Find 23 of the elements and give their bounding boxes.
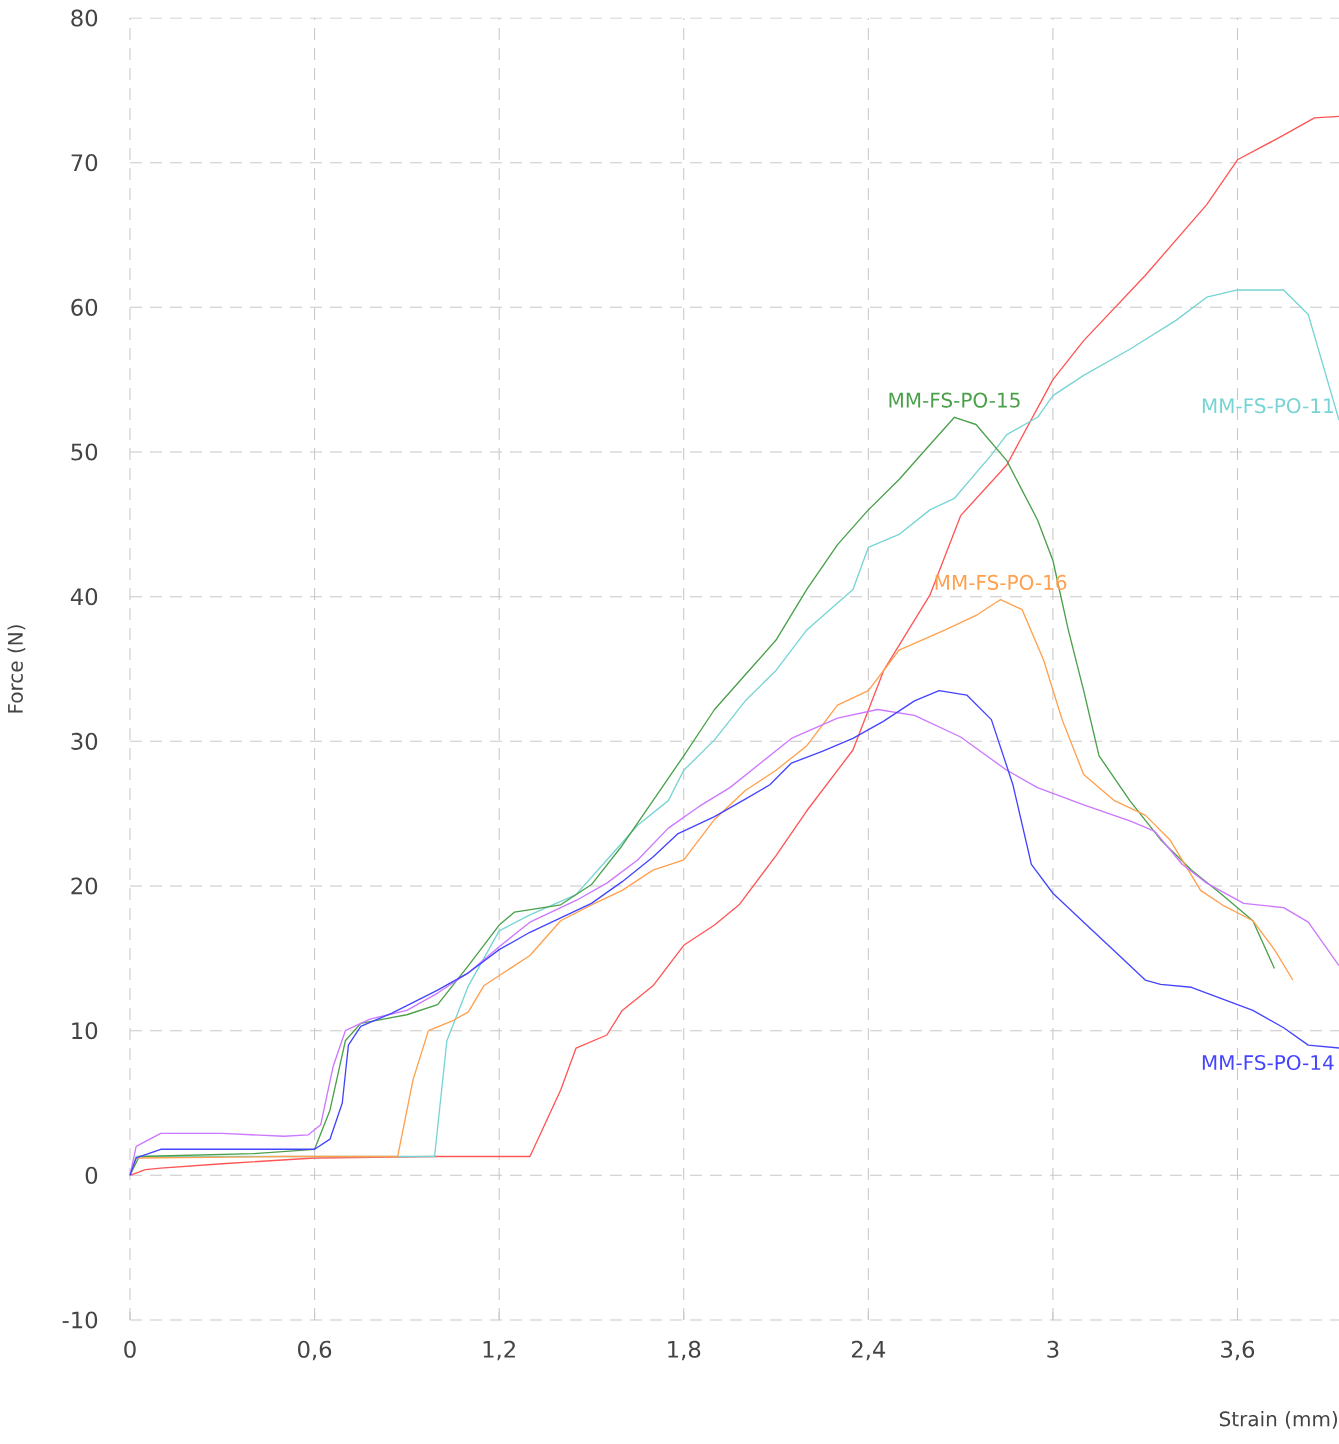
series-label: MM-FS-PO-11 <box>1202 398 1333 414</box>
y-tick-label: 50 <box>71 443 98 461</box>
x-tick-label: 1,8 <box>668 1340 701 1361</box>
y-tick-label: 10 <box>72 1022 98 1040</box>
y-axis-title: Force (N) <box>7 625 26 713</box>
x-axis-title: Strain (mm) <box>1219 1410 1338 1429</box>
y-tick-label: 80 <box>71 9 98 27</box>
x-tick-label: 0 <box>124 1340 136 1358</box>
y-tick-label: 30 <box>71 732 98 750</box>
x-tick-label: 0,6 <box>298 1340 332 1361</box>
series-label: MM-FS-PO-15 <box>889 392 1020 408</box>
series-label: MM-FS-PO-14 <box>1202 1054 1334 1071</box>
y-tick-label: 60 <box>71 298 98 316</box>
y-tick-label: 0 <box>85 1166 98 1184</box>
x-tick-label: 2,4 <box>851 1340 886 1361</box>
y-tick-label: 20 <box>71 877 98 895</box>
x-tick-label: 1,2 <box>483 1340 515 1361</box>
line-series <box>129 115 1339 1176</box>
x-tick-label: 3 <box>1047 1340 1059 1358</box>
y-tick-label: -10 <box>62 1311 98 1329</box>
y-tick-label: 70 <box>71 154 98 172</box>
y-tick-label: 40 <box>70 588 98 606</box>
x-tick-label: 3,6 <box>1221 1340 1255 1361</box>
